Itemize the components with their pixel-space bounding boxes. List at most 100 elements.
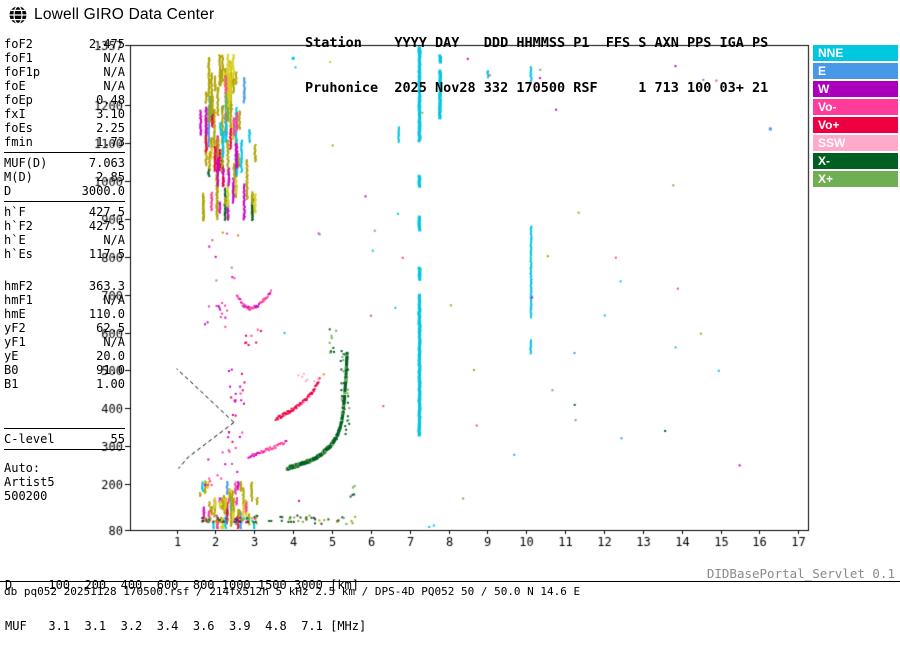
- servlet-version-label: DIDBasePortal_Servlet 0.1: [706, 566, 895, 581]
- ionogram-plot: [0, 0, 900, 600]
- param-row: MUF(D) 7.063: [4, 156, 125, 170]
- param-row: 500200: [4, 489, 125, 503]
- param-value: 2.25: [96, 121, 125, 135]
- param-value: 427.5: [88, 219, 125, 233]
- panel-separator: [4, 201, 125, 202]
- param-row: hmE 110.0: [4, 307, 125, 321]
- param-value: 110.0: [88, 307, 125, 321]
- legend-label: W: [818, 82, 830, 96]
- param-label: h`F2: [4, 219, 33, 233]
- param-row: foEs 2.25: [4, 121, 125, 135]
- param-row: foE N/A: [4, 79, 125, 93]
- param-value: 1.00: [96, 377, 125, 391]
- param-value: N/A: [103, 335, 125, 349]
- param-row: foEp 0.48: [4, 93, 125, 107]
- param-row: hmF1 N/A: [4, 293, 125, 307]
- legend-item-x: X-: [813, 153, 898, 169]
- param-label: MUF(D): [4, 156, 48, 170]
- header-values-line: Pruhonice 2025 Nov28 332 170500 RSF 1 71…: [305, 80, 769, 96]
- panel-separator: [4, 428, 125, 429]
- legend-item-x: X+: [813, 171, 898, 187]
- param-value: 55: [110, 432, 125, 446]
- param-row: foF1 N/A: [4, 51, 125, 65]
- param-label: foEp: [4, 93, 33, 107]
- param-row: yF2 62.5: [4, 321, 125, 335]
- param-label: hmF2: [4, 279, 33, 293]
- param-row: B0 91.0: [4, 363, 125, 377]
- legend-item-e: E: [813, 63, 898, 79]
- didbase-ionogram-page: { "header": { "brand": "Lowell GIRO Data…: [0, 0, 900, 632]
- param-value: 3000.0: [81, 184, 125, 198]
- param-label: foEs: [4, 121, 33, 135]
- param-label: D: [4, 184, 12, 198]
- parameter-panel: foF2 2.475 foF1 N/A foF1p N/A foE N/A foEp 0.48 fx…: [4, 37, 125, 503]
- param-row: M(D) 2.85: [4, 170, 125, 184]
- param-label: h`Es: [4, 247, 33, 261]
- status-divider: [0, 581, 900, 582]
- param-label: B0: [4, 363, 19, 377]
- param-row: Artist5: [4, 475, 125, 489]
- param-label: Artist5: [4, 475, 55, 489]
- param-row: B1 1.00: [4, 377, 125, 391]
- param-row: yF1 N/A: [4, 335, 125, 349]
- param-row: foF2 2.475: [4, 37, 125, 51]
- panel-spacer: [4, 261, 125, 279]
- station-header: Station YYYY DAY DDD HHMMSS P1 FFS S AXN…: [305, 6, 768, 111]
- legend-item-w: W: [813, 81, 898, 97]
- param-value: 1.73: [96, 135, 125, 149]
- param-value: 20.0: [96, 349, 125, 363]
- legend-label: SSW: [818, 136, 846, 150]
- status-bar: db pq052 20251128 170500.rsf / 214fx512h…: [4, 585, 581, 598]
- param-value: 91.0: [96, 363, 125, 377]
- muf-table: D 100 200 400 600 800 1000 1500 3000 [km…: [5, 552, 366, 647]
- panel-separator: [4, 449, 125, 450]
- panel-separator: [4, 152, 125, 153]
- param-value: N/A: [103, 293, 125, 307]
- param-row: fmin 1.73: [4, 135, 125, 149]
- param-label: Auto:: [4, 461, 41, 475]
- param-label: C-level: [4, 432, 55, 446]
- brand-title: Lowell GIRO Data Center: [34, 6, 215, 23]
- param-label: h`F: [4, 205, 26, 219]
- param-label: h`E: [4, 233, 26, 247]
- legend-label: NNE: [818, 46, 844, 60]
- param-value: N/A: [103, 233, 125, 247]
- param-value: N/A: [103, 51, 125, 65]
- param-value: 3.10: [96, 107, 125, 121]
- param-value: 427.5: [88, 205, 125, 219]
- param-label: B1: [4, 377, 19, 391]
- param-value: 117.5: [88, 247, 125, 261]
- param-value: N/A: [103, 79, 125, 93]
- param-row: h`E N/A: [4, 233, 125, 247]
- legend-label: X+: [818, 172, 834, 186]
- param-value: 62.5: [96, 321, 125, 335]
- param-value: 363.3: [88, 279, 125, 293]
- param-label: hmE: [4, 307, 26, 321]
- legend-label: X-: [818, 154, 830, 168]
- param-value: 0.48: [96, 93, 125, 107]
- param-row: h`F2 427.5: [4, 219, 125, 233]
- param-label: yF1: [4, 335, 26, 349]
- legend-label: Vo+: [818, 118, 840, 132]
- param-value: 2.475: [88, 37, 125, 51]
- legend-label: E: [818, 64, 827, 78]
- param-label: foF1p: [4, 65, 41, 79]
- param-row: fxI 3.10: [4, 107, 125, 121]
- header-columns-line: Station YYYY DAY DDD HHMMSS P1 FFS S AXN…: [305, 35, 769, 51]
- param-value: 2.85: [96, 170, 125, 184]
- param-row: C-level 55: [4, 432, 125, 446]
- direction-legend: NNE E W Vo- Vo+ SSW X- X+: [813, 45, 898, 189]
- param-row: D 3000.0: [4, 184, 125, 198]
- param-label: foF1: [4, 51, 33, 65]
- muf-row: MUF 3.1 3.1 3.2 3.4 3.6 3.9 4.8 7.1 [MHz…: [5, 618, 367, 633]
- param-label: fxI: [4, 107, 26, 121]
- panel-spacer: [4, 453, 125, 461]
- param-label: yF2: [4, 321, 26, 335]
- param-label: fmin: [4, 135, 33, 149]
- param-value: N/A: [103, 65, 125, 79]
- param-label: hmF1: [4, 293, 33, 307]
- legend-item-vo: Vo+: [813, 117, 898, 133]
- globe-icon: [9, 5, 27, 25]
- panel-spacer: [4, 391, 125, 425]
- param-label: foF2: [4, 37, 33, 51]
